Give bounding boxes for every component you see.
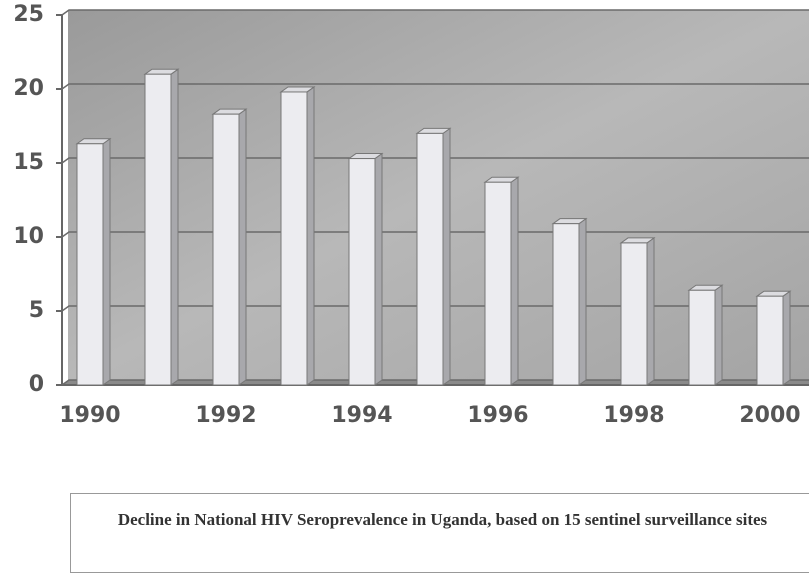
grid-line — [61, 83, 809, 90]
bar — [552, 223, 580, 386]
bar-side — [510, 176, 519, 386]
grid-line — [61, 157, 809, 164]
bar — [280, 91, 308, 386]
bar-side — [442, 127, 451, 386]
x-tick-label: 1994 — [331, 403, 392, 428]
y-tick-label: 10 — [13, 224, 44, 249]
bar-side — [170, 68, 179, 386]
bar-side — [306, 85, 315, 386]
bar-side — [238, 108, 247, 386]
x-tick-label: 1992 — [195, 403, 256, 428]
bar — [348, 158, 376, 386]
chart: 0 5 10 15 20 25 1990 1992 1994 1996 1998 2000 — [13, 2, 809, 428]
bar — [76, 143, 104, 386]
x-tick-label: 1998 — [603, 403, 664, 428]
y-tick-label: 15 — [13, 150, 44, 175]
bar-side — [374, 152, 383, 386]
y-tick-label: 5 — [29, 298, 44, 323]
bar-side — [646, 236, 655, 386]
caption: Decline in National HIV Seroprevalence i… — [70, 493, 809, 573]
y-tick-label: 25 — [13, 2, 44, 27]
bar-side — [102, 137, 111, 386]
x-tick-label: 1990 — [59, 403, 120, 428]
bar-side — [578, 217, 587, 386]
bar — [416, 132, 444, 386]
grid-line — [61, 9, 809, 16]
bar-side — [714, 284, 723, 386]
x-tick-label: 2000 — [739, 403, 800, 428]
y-tick-label: 20 — [13, 76, 44, 101]
y-tick-label: 0 — [29, 372, 44, 397]
bar — [688, 289, 716, 386]
bar — [212, 113, 240, 386]
bar — [484, 181, 512, 386]
bar — [620, 242, 648, 386]
bar — [144, 73, 172, 386]
bar — [756, 295, 784, 386]
bar-side — [782, 290, 791, 386]
x-tick-label: 1996 — [467, 403, 528, 428]
